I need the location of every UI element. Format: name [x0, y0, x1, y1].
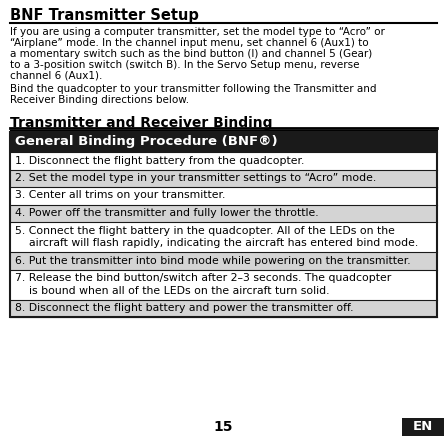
Text: aircraft will flash rapidly, indicating the aircraft has entered bind mode.: aircraft will flash rapidly, indicating …	[15, 238, 418, 248]
Bar	[10, 132, 437, 317]
Text: EN: EN	[413, 420, 433, 434]
Bar	[10, 252, 437, 270]
Bar	[402, 418, 444, 436]
Text: 4. Power off the transmitter and fully lower the throttle.: 4. Power off the transmitter and fully l…	[15, 208, 319, 218]
Bar	[10, 187, 437, 205]
Text: “Airplane” mode. In the channel input menu, set channel 6 (Aux1) to: “Airplane” mode. In the channel input me…	[10, 38, 369, 48]
Text: 5. Connect the flight battery in the quadcopter. All of the LEDs on the: 5. Connect the flight battery in the qua…	[15, 225, 395, 236]
Text: 7. Release the bind button/switch after 2–3 seconds. The quadcopter: 7. Release the bind button/switch after …	[15, 273, 391, 283]
Text: Bind the quadcopter to your transmitter following the Transmitter and: Bind the quadcopter to your transmitter …	[10, 84, 376, 94]
Text: 1. Disconnect the flight battery from the quadcopter.: 1. Disconnect the flight battery from th…	[15, 156, 304, 166]
Text: Receiver Binding directions below.: Receiver Binding directions below.	[10, 95, 189, 105]
Bar	[10, 152, 437, 170]
Text: 3. Center all trims on your transmitter.: 3. Center all trims on your transmitter.	[15, 191, 225, 201]
Bar	[10, 299, 437, 317]
Text: is bound when all of the LEDs on the aircraft turn solid.: is bound when all of the LEDs on the air…	[15, 285, 329, 295]
Bar	[10, 205, 437, 222]
Text: 15: 15	[214, 420, 233, 434]
Text: 6. Put the transmitter into bind mode while powering on the transmitter.: 6. Put the transmitter into bind mode wh…	[15, 256, 411, 266]
Text: If you are using a computer transmitter, set the model type to “Acro” or: If you are using a computer transmitter,…	[10, 27, 385, 37]
Text: to a 3-position switch (switch B). In the Servo Setup menu, reverse: to a 3-position switch (switch B). In th…	[10, 60, 359, 70]
Text: channel 6 (Aux1).: channel 6 (Aux1).	[10, 71, 102, 81]
Text: 2. Set the model type in your transmitter settings to “Acro” mode.: 2. Set the model type in your transmitte…	[15, 173, 376, 183]
Bar	[10, 132, 437, 152]
Bar	[10, 170, 437, 187]
Bar	[10, 222, 437, 252]
Text: a momentary switch such as the bind button (I) and channel 5 (Gear): a momentary switch such as the bind butt…	[10, 49, 372, 59]
Bar	[10, 270, 437, 299]
Text: Transmitter and Receiver Binding: Transmitter and Receiver Binding	[10, 116, 273, 130]
Text: 8. Disconnect the flight battery and power the transmitter off.: 8. Disconnect the flight battery and pow…	[15, 303, 354, 313]
Text: General Binding Procedure (BNF®): General Binding Procedure (BNF®)	[15, 135, 278, 149]
Text: BNF Transmitter Setup: BNF Transmitter Setup	[10, 8, 199, 23]
